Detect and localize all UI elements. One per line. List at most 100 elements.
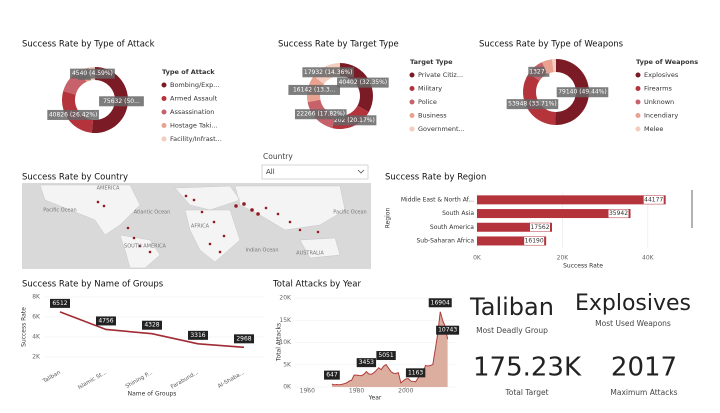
y-tick-label: Middle East & North Af...: [401, 196, 474, 203]
data-label-box: [376, 351, 396, 361]
data-label: 3453: [359, 359, 374, 366]
legend-label: Business: [418, 112, 447, 120]
y-tick-label: 20K: [279, 295, 292, 302]
legend-label: Firearms: [644, 85, 672, 93]
data-label: 53948 (33.71%): [508, 101, 557, 108]
data-label-box: [405, 368, 426, 378]
legend-label: Police: [418, 98, 437, 106]
legend-title: Type of Weapons: [636, 58, 698, 66]
bar: [477, 236, 547, 246]
slicer-value[interactable]: All: [266, 168, 275, 176]
legend-label: Incendiary: [644, 112, 678, 120]
card-value: 2017: [611, 353, 677, 383]
data-label-box: [436, 325, 460, 335]
legend-marker: [409, 113, 415, 118]
legend-title: Type of Attack: [162, 68, 215, 76]
data-label: 35942: [609, 210, 628, 217]
data-label-box: [524, 236, 545, 245]
legend-label: Melee: [644, 125, 663, 133]
chart-title: Success Rate by Target Type: [278, 40, 399, 50]
data-label-box: [324, 370, 340, 380]
data-label: 1163: [408, 369, 423, 376]
map-label: Pacific Ocean: [43, 208, 76, 214]
legend-marker: [635, 113, 641, 118]
data-label: 16142 (13.3...: [293, 86, 336, 93]
area: [331, 311, 448, 387]
map-label: AUSTRALIA: [296, 251, 324, 257]
map-label: SOUTH AMERICA: [124, 244, 167, 250]
data-label: 13277: [529, 68, 548, 75]
legend-marker: [409, 72, 415, 78]
data-label: 4328: [144, 322, 159, 329]
legend-marker: [409, 126, 415, 132]
legend-marker: [161, 136, 167, 142]
data-label: 17932 (14.36%): [304, 69, 353, 76]
y-tick-label: South America: [430, 224, 474, 231]
y-tick-label: Sub-Saharan Africa: [416, 237, 474, 244]
data-label: 25202 (20.17%): [326, 117, 375, 124]
data-label: 16904: [431, 299, 450, 306]
x-tick-label: 20K: [557, 255, 570, 262]
data-label-box: [506, 99, 559, 110]
data-label: 647: [326, 372, 338, 379]
legend-label: Government...: [418, 125, 465, 133]
data-label-box: [302, 67, 354, 78]
y-tick-label: 0K: [283, 384, 292, 391]
bar: [477, 195, 666, 205]
data-label-box: [337, 77, 389, 88]
chart-title: Success Rate by Name of Groups: [22, 280, 164, 290]
y-axis-title: Region: [385, 208, 392, 229]
legend-label: Assassination: [170, 108, 214, 116]
y-tick-label: 6K: [32, 314, 41, 321]
data-label-box: [47, 109, 99, 120]
data-label: 4756: [98, 317, 113, 324]
data-label: 2968: [236, 335, 251, 342]
data-label: 44177: [644, 196, 663, 203]
data-label-box: [99, 96, 144, 107]
legend-marker: [409, 99, 415, 105]
legend-label: Unknown: [644, 98, 674, 106]
chart-title: Success Rate by Region: [385, 173, 486, 183]
map-land: [39, 184, 346, 269]
data-label: 6512: [52, 300, 67, 307]
data-label-box: [608, 209, 629, 218]
data-label-box: [50, 298, 70, 308]
donut-slice: [91, 67, 129, 133]
data-label: 22266 (17.82%): [296, 111, 345, 118]
bar: [477, 209, 631, 219]
data-label-box: [643, 195, 664, 204]
data-label-box: [234, 334, 254, 344]
data-label: 10743: [438, 327, 457, 334]
card-value: Taliban: [469, 293, 554, 321]
map-label: AMERICA: [97, 186, 120, 192]
data-label-box: [294, 109, 347, 120]
y-axis-title: Success Rate: [21, 307, 28, 347]
data-label: 4540 (4.59%): [72, 70, 113, 77]
card-value: 175.23K: [473, 353, 582, 383]
legend-title: Target Type: [410, 58, 453, 66]
data-label-box: [288, 84, 341, 95]
card-caption: Most Deadly Group: [476, 326, 548, 335]
data-label: 40826 (26.42%): [49, 111, 98, 118]
chart-title: Success Rate by Country: [22, 173, 128, 183]
x-tick-label: 1980: [349, 388, 364, 395]
legend-label: Private Citiz...: [418, 71, 463, 79]
card-caption: Total Target: [504, 388, 548, 397]
legend-marker: [161, 82, 167, 88]
data-label: 75632 (50...: [103, 98, 140, 105]
y-tick-label: 15K: [279, 317, 292, 324]
chart-title: Success Rate by Type of Attack: [22, 40, 155, 50]
data-label-box: [356, 358, 377, 368]
slicer-arrow[interactable]: [357, 169, 365, 174]
y-tick-label: 5K: [283, 361, 292, 368]
x-axis-title: Name of Groups: [128, 391, 177, 398]
x-tick-label: 40K: [642, 255, 655, 262]
data-label: 16190: [525, 237, 544, 244]
map-bubbles: [96, 194, 320, 254]
data-label: 5051: [378, 352, 393, 359]
slicer-box[interactable]: [261, 164, 369, 180]
legend-marker: [635, 126, 641, 132]
map-label: AFRICA: [191, 224, 210, 230]
x-tick-label: 0K: [473, 255, 482, 262]
area-line: [331, 311, 449, 386]
